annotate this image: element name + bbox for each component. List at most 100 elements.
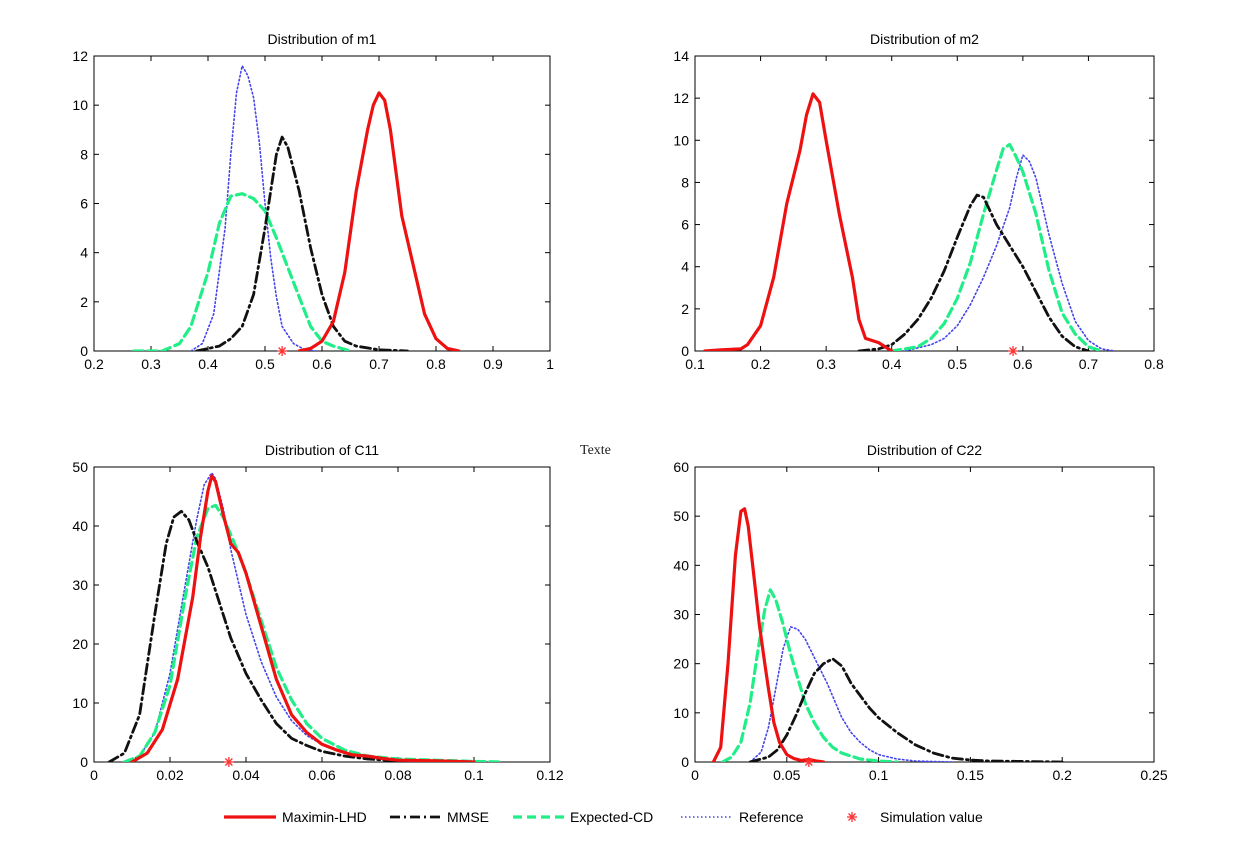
y-tick-label: 12 [72,48,88,64]
x-tick-label: 0.6 [1013,356,1033,372]
x-tick-label: 0.25 [1140,767,1167,783]
y-tick-label: 10 [72,695,88,711]
x-tick-label: 0.6 [312,356,332,372]
x-tick-label: 0.3 [816,356,836,372]
x-tick-label: 0.1 [464,767,484,783]
x-tick-label: 0.5 [255,356,275,372]
chart-panel-3: Distribution of C11 0 0.02 0.04 0.06 0.08 0.1 0… [72,442,563,783]
x-tick-label: 0.7 [1079,356,1099,372]
series-line-mmse [107,509,438,762]
y-tick-label: 2 [80,294,88,310]
y-tick-label: 10 [673,132,689,148]
plot-frame [93,55,551,352]
series-group [132,65,461,351]
legend-marker [848,813,856,821]
x-tick-label: 0.08 [384,767,411,783]
y-tick-label: 8 [681,174,689,190]
x-tick-label: 0.15 [957,767,984,783]
x-tick-label: 0 [691,767,699,783]
x-tick-label: 0.8 [426,356,446,372]
x-tick-label: 0.12 [536,767,563,783]
legend: Maximin-LHD MMSE Expected-CD Reference Simul… [224,809,983,825]
y-tick-label: 4 [681,259,689,275]
series-line-mmse [195,135,409,351]
y-tick-label: 20 [72,636,88,652]
y-tick-label: 10 [72,97,88,113]
simulation-value-marker [277,346,288,356]
y-tick-label: 6 [681,217,689,233]
legend-entry-simulation-value: Simulation value [847,809,983,825]
y-tick-label: 0 [80,343,88,359]
x-tick-label: 0.1 [869,767,889,783]
x-tick-label: 0.06 [308,767,335,783]
legend-entry-mmse: MMSE [390,809,489,825]
legend-label: Maximin-LHD [282,809,367,825]
y-tick-label: 8 [80,146,88,162]
series-line-mmse [857,193,1090,351]
legend-label: MMSE [447,809,489,825]
legend-entry-expected-cd: Expected-CD [513,809,653,825]
simulation-value-marker [1008,346,1019,356]
chart-panel-1: Distribution of m1 0.2 0.3 0.4 0.5 0.6 0.7 0.8 0… [72,31,554,372]
chart-title: Distribution of C22 [867,442,982,458]
x-tick-label: 0.2 [751,356,771,372]
y-tick-label: 40 [673,557,689,573]
y-tick-label: 0 [681,754,689,770]
y-tick-label: 60 [673,459,689,475]
x-tick-label: 0.7 [369,356,389,372]
series-line-mmse [748,657,1064,762]
series-line-reference [749,625,953,762]
y-tick-label: 12 [673,90,689,106]
series-group [703,92,1116,351]
chart-title: Distribution of m2 [870,31,979,47]
x-tick-label: 0.02 [156,767,183,783]
x-tick-label: 0.2 [84,356,104,372]
legend-entry-reference: Reference [681,809,804,825]
series-group [711,507,1064,762]
y-tick-label: 10 [673,705,689,721]
series-line-maximin-lhd [711,507,826,762]
chart-panel-4: Distribution of C22 0 0.05 0.1 0.15 0.2 0.25 0 1… [673,442,1167,783]
stray-text: Texte [580,443,611,458]
plot-frame [694,55,1155,352]
legend-label: Simulation value [880,809,983,825]
x-tick-label: 0.4 [198,356,218,372]
x-tick-label: 0 [90,767,98,783]
y-tick-label: 6 [80,196,88,212]
y-tick-label: 20 [673,656,689,672]
x-tick-label: 0.3 [141,356,161,372]
legend-entry-maximin-lhd: Maximin-LHD [224,809,367,825]
series-line-expected-cd [132,192,353,351]
chart-title: Distribution of C11 [265,442,379,458]
series-line-maximin-lhd [297,91,461,351]
x-tick-label: 0.04 [232,767,259,783]
y-tick-label: 50 [673,508,689,524]
legend-label: Reference [739,809,804,825]
series-group [107,472,503,762]
simulation-value-marker [223,757,234,767]
y-tick-label: 0 [681,343,689,359]
plot-frame [93,466,551,763]
x-tick-label: 0.8 [1144,356,1164,372]
chart-title: Distribution of m1 [268,31,377,47]
x-tick-label: 0.4 [882,356,902,372]
chart-panel-2: Distribution of m2 0.1 0.2 0.3 0.4 0.5 0.6 0.7 0… [673,31,1164,372]
x-tick-label: 0.1 [685,356,705,372]
y-tick-label: 30 [72,577,88,593]
series-line-maximin-lhd [130,474,476,762]
series-line-maximin-lhd [703,92,894,351]
series-line-reference [190,65,318,351]
y-tick-label: 14 [673,48,689,64]
y-tick-label: 0 [80,754,88,770]
series-line-expected-cd [720,588,899,762]
simulation-value-marker [803,757,814,767]
y-tick-label: 4 [80,245,88,261]
x-tick-label: 0.5 [948,356,968,372]
x-tick-label: 0.9 [483,356,503,372]
x-tick-label: 1 [546,356,554,372]
series-line-expected-cd [890,142,1104,351]
x-tick-label: 0.05 [773,767,800,783]
y-tick-label: 40 [72,518,88,534]
y-tick-label: 30 [673,607,689,623]
